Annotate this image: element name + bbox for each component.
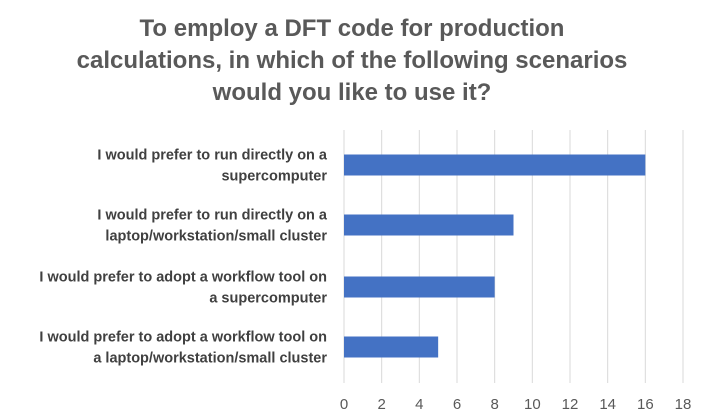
- category-label: a laptop/workstation/small cluster: [93, 351, 327, 367]
- x-tick-label: 10: [524, 396, 541, 413]
- x-tick-label: 6: [453, 396, 461, 413]
- chart-title-line: calculations, in which of the following …: [77, 47, 628, 74]
- category-labels: I would prefer to run directly on a super…: [39, 148, 328, 367]
- x-tick-label: 12: [562, 396, 579, 413]
- x-tick-label: 2: [377, 396, 385, 413]
- x-tick-label: 0: [340, 396, 348, 413]
- chart-title-line: To employ a DFT code for production: [140, 15, 565, 42]
- x-tick-label: 4: [415, 396, 423, 413]
- bars: [344, 154, 646, 358]
- bar: [344, 214, 514, 236]
- category-label: I would prefer to adopt a workflow tool …: [39, 330, 327, 346]
- category-label: a supercomputer: [209, 291, 327, 307]
- chart-title: To employ a DFT code for production calcu…: [77, 15, 628, 106]
- x-axis-tick-labels: 0 2 4 6 8 10 12 14 16 18: [340, 396, 692, 413]
- category-label: laptop/workstation/small cluster: [105, 229, 327, 245]
- x-tick-label: 16: [637, 396, 654, 413]
- category-label: I would prefer to adopt a workflow tool …: [39, 270, 327, 286]
- x-tick-label: 14: [599, 396, 616, 413]
- bar: [344, 154, 646, 176]
- x-tick-label: 18: [675, 396, 692, 413]
- category-label: I would prefer to run directly on a: [97, 208, 328, 224]
- bar: [344, 336, 439, 358]
- bar: [344, 276, 495, 298]
- category-label: supercomputer: [221, 169, 327, 185]
- x-tick-label: 8: [490, 396, 498, 413]
- category-label: I would prefer to run directly on a: [97, 148, 328, 164]
- chart-title-line: would you like to use it?: [212, 79, 492, 106]
